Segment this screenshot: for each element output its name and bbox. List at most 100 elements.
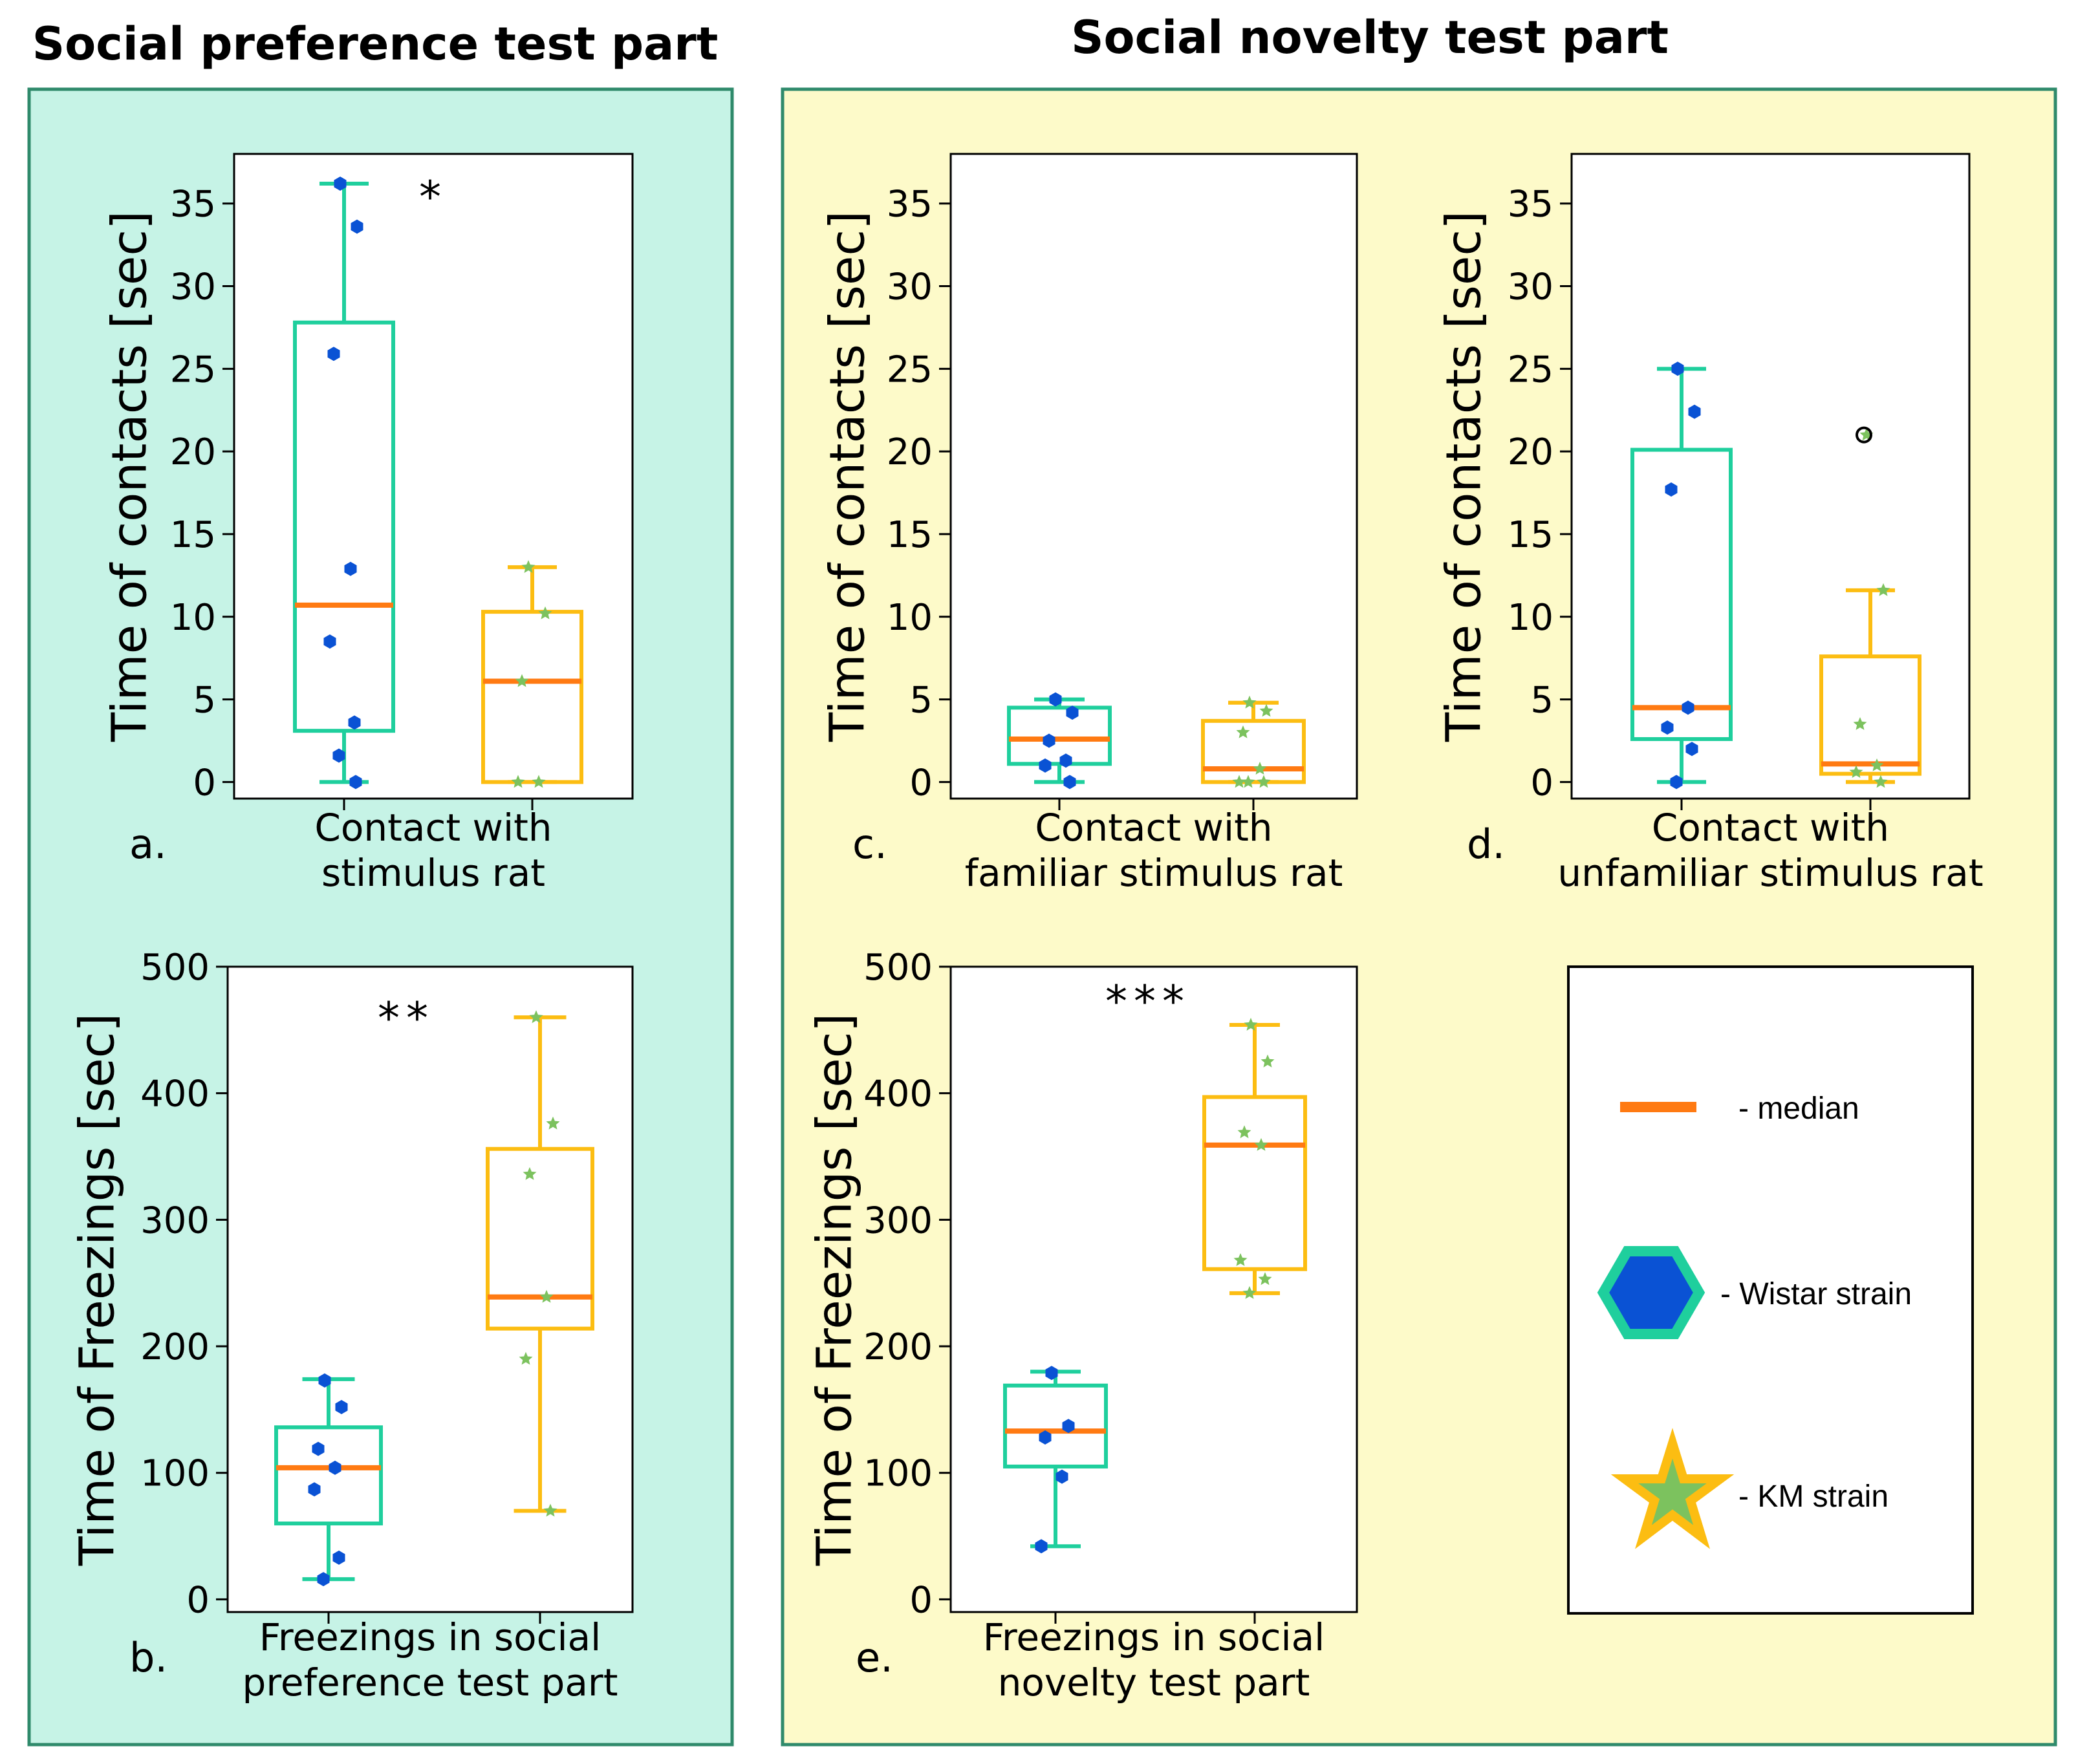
x-category-label-line2: stimulus rat [321, 851, 545, 895]
plot-area [949, 965, 1358, 1613]
y-tick-label: 15 [887, 514, 933, 556]
y-axis-label: Time of contacts [sec] [1436, 211, 1492, 742]
y-tick-label: 400 [140, 1073, 210, 1115]
km-data-point [1242, 1285, 1257, 1299]
y-tick-label: 20 [887, 431, 933, 473]
y-tick-label: 100 [863, 1453, 933, 1495]
y-tick-label: 35 [170, 184, 216, 226]
panel-letter: a. [129, 821, 167, 868]
km-data-point [1233, 1253, 1248, 1266]
y-tick-label: 0 [1530, 762, 1553, 804]
km-data-point [1876, 583, 1890, 596]
wistar-data-point [1039, 758, 1052, 773]
legend-wistar-label: - Wistar strain [1720, 1277, 1912, 1311]
km-data-point [538, 606, 552, 619]
x-category-label-line2: novelty test part [998, 1661, 1310, 1705]
km-data-point [1242, 695, 1257, 709]
plot-area [226, 965, 634, 1613]
y-tick-label: 20 [170, 431, 216, 473]
km-box [486, 1146, 594, 1331]
wistar-data-point [344, 561, 357, 576]
km-data-point [529, 1010, 543, 1024]
chart-b-freezings-social-preference: 0 100 200 300 400 500 Time of Freezings [sec] b… [70, 947, 634, 1705]
y-tick-label: 200 [863, 1326, 933, 1368]
km-data-point [1236, 725, 1250, 738]
y-tick-label: 200 [140, 1326, 210, 1368]
outlier-marker [1856, 426, 1872, 444]
km-data-point [543, 1503, 557, 1517]
wistar-data-point [332, 748, 345, 763]
y-tick-label: 0 [193, 762, 216, 804]
km-data-point [1257, 775, 1271, 788]
panel-letter: b. [129, 1634, 168, 1681]
wistar-data-point [1062, 1419, 1075, 1434]
wistar-data-point [1043, 733, 1055, 748]
y-axis-label: Time of Freezings [sec] [807, 1013, 863, 1566]
y-tick-label: 30 [887, 266, 933, 308]
wistar-data-point [349, 775, 362, 790]
wistar-data-point [323, 634, 336, 649]
km-data-point [1254, 1137, 1268, 1151]
km-box [1819, 654, 1921, 776]
km-data-point [1849, 765, 1863, 778]
wistar-data-point [1661, 720, 1674, 735]
wistar-box [1630, 447, 1733, 741]
y-tick-label: 100 [140, 1453, 210, 1495]
wistar-data-point [1049, 692, 1062, 707]
wistar-data-point [312, 1441, 325, 1456]
km-data-point [1241, 775, 1255, 788]
wistar-data-point [1035, 1539, 1048, 1554]
wistar-box [293, 320, 395, 733]
km-data-point [515, 674, 529, 687]
km-data-point [539, 1289, 554, 1303]
wistar-data-point [318, 1373, 331, 1388]
y-tick-label: 5 [193, 680, 216, 722]
km-data-point [532, 775, 546, 788]
km-box [1201, 718, 1306, 784]
km-data-point [1244, 1018, 1258, 1031]
y-tick-label: 30 [170, 266, 216, 308]
panel-letter: c. [852, 821, 887, 868]
plot-area [233, 153, 634, 800]
km-data-point [1259, 704, 1273, 717]
km-data-point [521, 560, 536, 573]
km-data-point [511, 775, 525, 788]
km-data-point [1253, 762, 1267, 775]
y-tick-label: 0 [909, 1579, 933, 1621]
wistar-data-point [334, 177, 347, 191]
y-tick-label: 35 [1508, 184, 1553, 226]
y-axis-label: Time of contacts [sec] [102, 211, 158, 742]
y-tick-label: 300 [140, 1199, 210, 1242]
legend: - median - Wistar strain - KM strain [1567, 965, 1974, 1615]
social-preference-title: Social preference test part [32, 17, 719, 70]
wistar-data-point [335, 1400, 348, 1414]
wistar-data-point [1066, 705, 1079, 720]
y-tick-label: 500 [863, 947, 933, 989]
wistar-data-point [1039, 1430, 1052, 1445]
y-tick-label: 0 [186, 1579, 210, 1621]
x-category-label-line2: unfamiliar stimulus rat [1557, 851, 1983, 895]
wistar-data-point [1063, 775, 1076, 790]
y-tick-label: 5 [1530, 680, 1553, 722]
legend-median-label: - median [1738, 1092, 1859, 1126]
wistar-data-point [1685, 742, 1698, 757]
km-box [481, 610, 583, 784]
wistar-box [1003, 1383, 1108, 1468]
km-data-point [1261, 1054, 1275, 1068]
wistar-data-point [1665, 482, 1678, 497]
y-tick-label: 400 [863, 1073, 933, 1115]
y-tick-label: 15 [170, 514, 216, 556]
wistar-data-point [351, 219, 363, 234]
y-tick-label: 25 [887, 349, 933, 391]
wistar-data-point [1059, 753, 1072, 768]
km-data-point [1237, 1125, 1251, 1139]
legend-km-label: - KM strain [1738, 1479, 1889, 1514]
legend-km-star-icon [1610, 1428, 1735, 1549]
wistar-data-point [1682, 700, 1694, 715]
wistar-data-point [1670, 775, 1683, 790]
y-tick-label: 35 [887, 184, 933, 226]
km-data-point [1853, 717, 1867, 730]
y-axis-label: Time of contacts [sec] [820, 211, 876, 742]
